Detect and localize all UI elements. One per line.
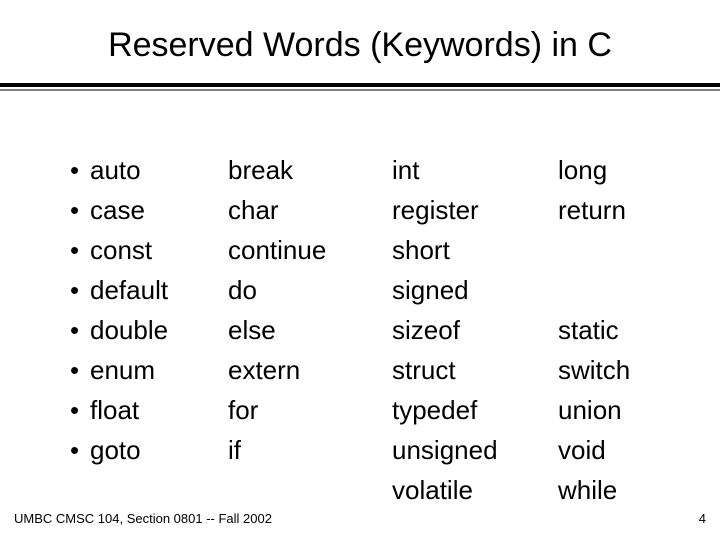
keyword: int (392, 150, 498, 190)
keyword: break (228, 150, 326, 190)
keyword: if (228, 430, 326, 470)
keyword: typedef (392, 390, 498, 430)
bullet-icon: • (70, 270, 90, 310)
list-item: •case (70, 190, 168, 230)
list-item: •const (70, 230, 168, 270)
list-item: •goto (70, 430, 168, 470)
column-4: longreturn staticswitchunionvoidwhile (558, 150, 630, 510)
column-2: breakcharcontinuedoelseexternforif (228, 150, 326, 470)
bullet-icon: • (70, 190, 90, 230)
keyword: auto (90, 155, 141, 185)
keyword: unsigned (392, 430, 498, 470)
keyword: switch (558, 350, 630, 390)
footer-left: UMBC CMSC 104, Section 0801 -- Fall 2002 (14, 511, 272, 526)
slide-title: Reserved Words (Keywords) in C (0, 0, 720, 65)
list-item: •auto (70, 150, 168, 190)
keyword: char (228, 190, 326, 230)
column-3: intregistershortsignedsizeofstructtypede… (392, 150, 498, 510)
bullet-icon: • (70, 350, 90, 390)
bullet-icon: • (70, 310, 90, 350)
keyword: extern (228, 350, 326, 390)
keyword (558, 230, 630, 270)
bullet-icon: • (70, 430, 90, 470)
keyword: enum (90, 355, 155, 385)
list-item: •float (70, 390, 168, 430)
bullet-icon: • (70, 150, 90, 190)
keyword: return (558, 190, 630, 230)
keyword: else (228, 310, 326, 350)
keyword: default (90, 275, 168, 305)
keyword: do (228, 270, 326, 310)
list-item: •default (70, 270, 168, 310)
keyword: for (228, 390, 326, 430)
list-item: •enum (70, 350, 168, 390)
keyword: const (90, 235, 152, 265)
keyword: continue (228, 230, 326, 270)
keyword: goto (90, 435, 141, 465)
bullet-icon: • (70, 230, 90, 270)
keyword: long (558, 150, 630, 190)
keyword: static (558, 310, 630, 350)
keyword: volatile (392, 470, 498, 510)
keyword: struct (392, 350, 498, 390)
keyword: union (558, 390, 630, 430)
column-1: •auto•case•const•default•double•enum•flo… (70, 150, 168, 470)
slide-footer: UMBC CMSC 104, Section 0801 -- Fall 2002… (14, 511, 706, 526)
keyword: signed (392, 270, 498, 310)
keyword (558, 270, 630, 310)
bullet-icon: • (70, 390, 90, 430)
footer-right: 4 (699, 511, 706, 526)
list-item: •double (70, 310, 168, 350)
keyword: void (558, 430, 630, 470)
title-divider (0, 83, 720, 91)
keyword: double (90, 315, 168, 345)
keyword: short (392, 230, 498, 270)
keyword: case (90, 195, 145, 225)
keyword: sizeof (392, 310, 498, 350)
keyword: while (558, 470, 630, 510)
keyword: register (392, 190, 498, 230)
keyword: float (90, 395, 139, 425)
